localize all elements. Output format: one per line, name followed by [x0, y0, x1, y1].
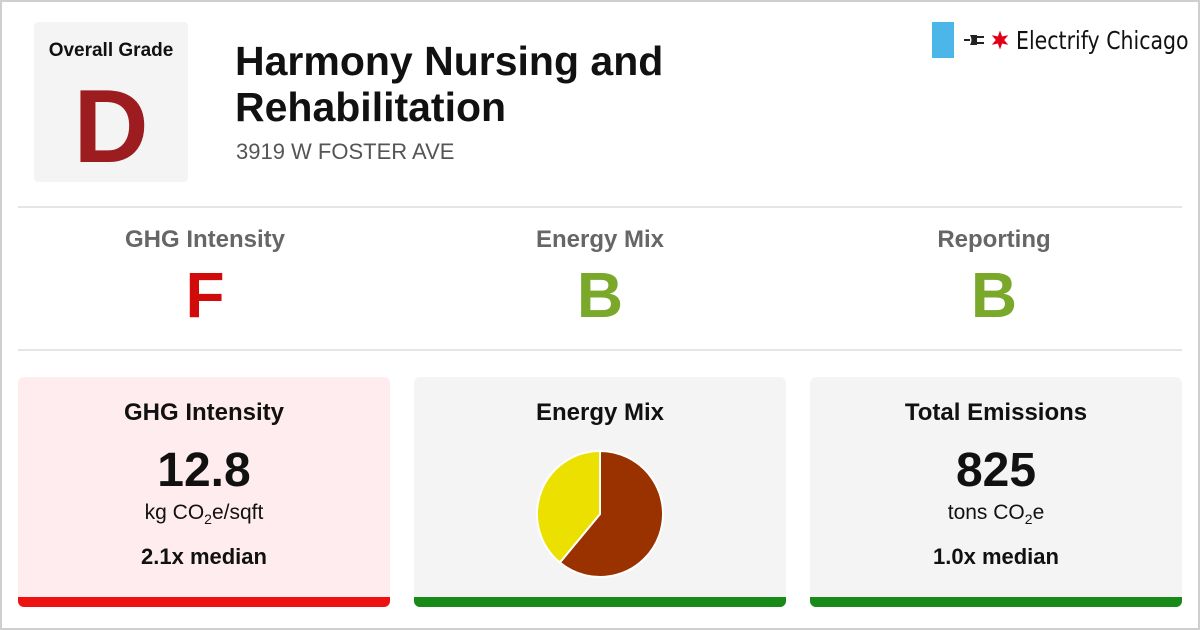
subgrade-label: Energy Mix — [535, 226, 665, 253]
overall-grade-letter: D — [73, 69, 149, 185]
brand-name: Electrify Chicago — [1016, 25, 1189, 55]
energy-mix-pie-chart — [536, 449, 664, 578]
subgrade-ghg-intensity: GHG Intensity F — [8, 226, 402, 329]
ghg-intensity-unit: kg CO2e/sqft — [144, 501, 264, 528]
overall-grade-label: Overall Grade — [48, 40, 174, 61]
divider-top — [18, 206, 1182, 208]
star-icon — [991, 30, 1009, 50]
building-address: 3919 W FOSTER AVE — [236, 139, 455, 164]
subgrade-energy-mix: Energy Mix B — [403, 226, 797, 329]
divider-middle — [18, 349, 1182, 351]
plug-icon — [964, 35, 984, 45]
card-title: Energy Mix — [535, 399, 665, 426]
subgrade-reporting: Reporting B — [797, 226, 1191, 329]
flag-stripe — [932, 22, 954, 58]
subgrade-label: GHG Intensity — [124, 226, 286, 253]
card-title: GHG Intensity — [123, 399, 285, 426]
ghg-intensity-value: 12.8 — [157, 444, 251, 497]
total-emissions-unit: tons CO2e — [947, 501, 1045, 528]
total-emissions-value: 825 — [955, 444, 1037, 497]
pie-slice-0 — [558, 449, 664, 578]
overall-grade-box: Overall Grade D — [34, 22, 188, 185]
subgrade-letter: B — [970, 259, 1018, 331]
total-emissions-median: 1.0x median — [933, 544, 1059, 569]
building-name: Harmony Nursing and Rehabilitation — [235, 38, 664, 130]
total-emissions-card: Total Emissions 825 tons CO2e 1.0x media… — [810, 377, 1182, 607]
pie-slice-1 — [536, 449, 601, 564]
card-title: Total Emissions — [904, 399, 1088, 426]
total-emissions-grade-bar — [810, 597, 1182, 607]
subgrade-letter: F — [185, 259, 225, 331]
ghg-intensity-card: GHG Intensity 12.8 kg CO2e/sqft 2.1x med… — [18, 377, 390, 607]
energy-mix-card: Energy Mix — [414, 377, 786, 607]
subgrade-label: Reporting — [937, 226, 1051, 253]
ghg-grade-bar — [18, 597, 390, 607]
energy-mix-grade-bar — [414, 597, 786, 607]
brand-logo[interactable]: Electrify Chicago — [932, 22, 1200, 58]
subgrade-letter: B — [576, 259, 624, 331]
ghg-intensity-median: 2.1x median — [141, 544, 267, 569]
